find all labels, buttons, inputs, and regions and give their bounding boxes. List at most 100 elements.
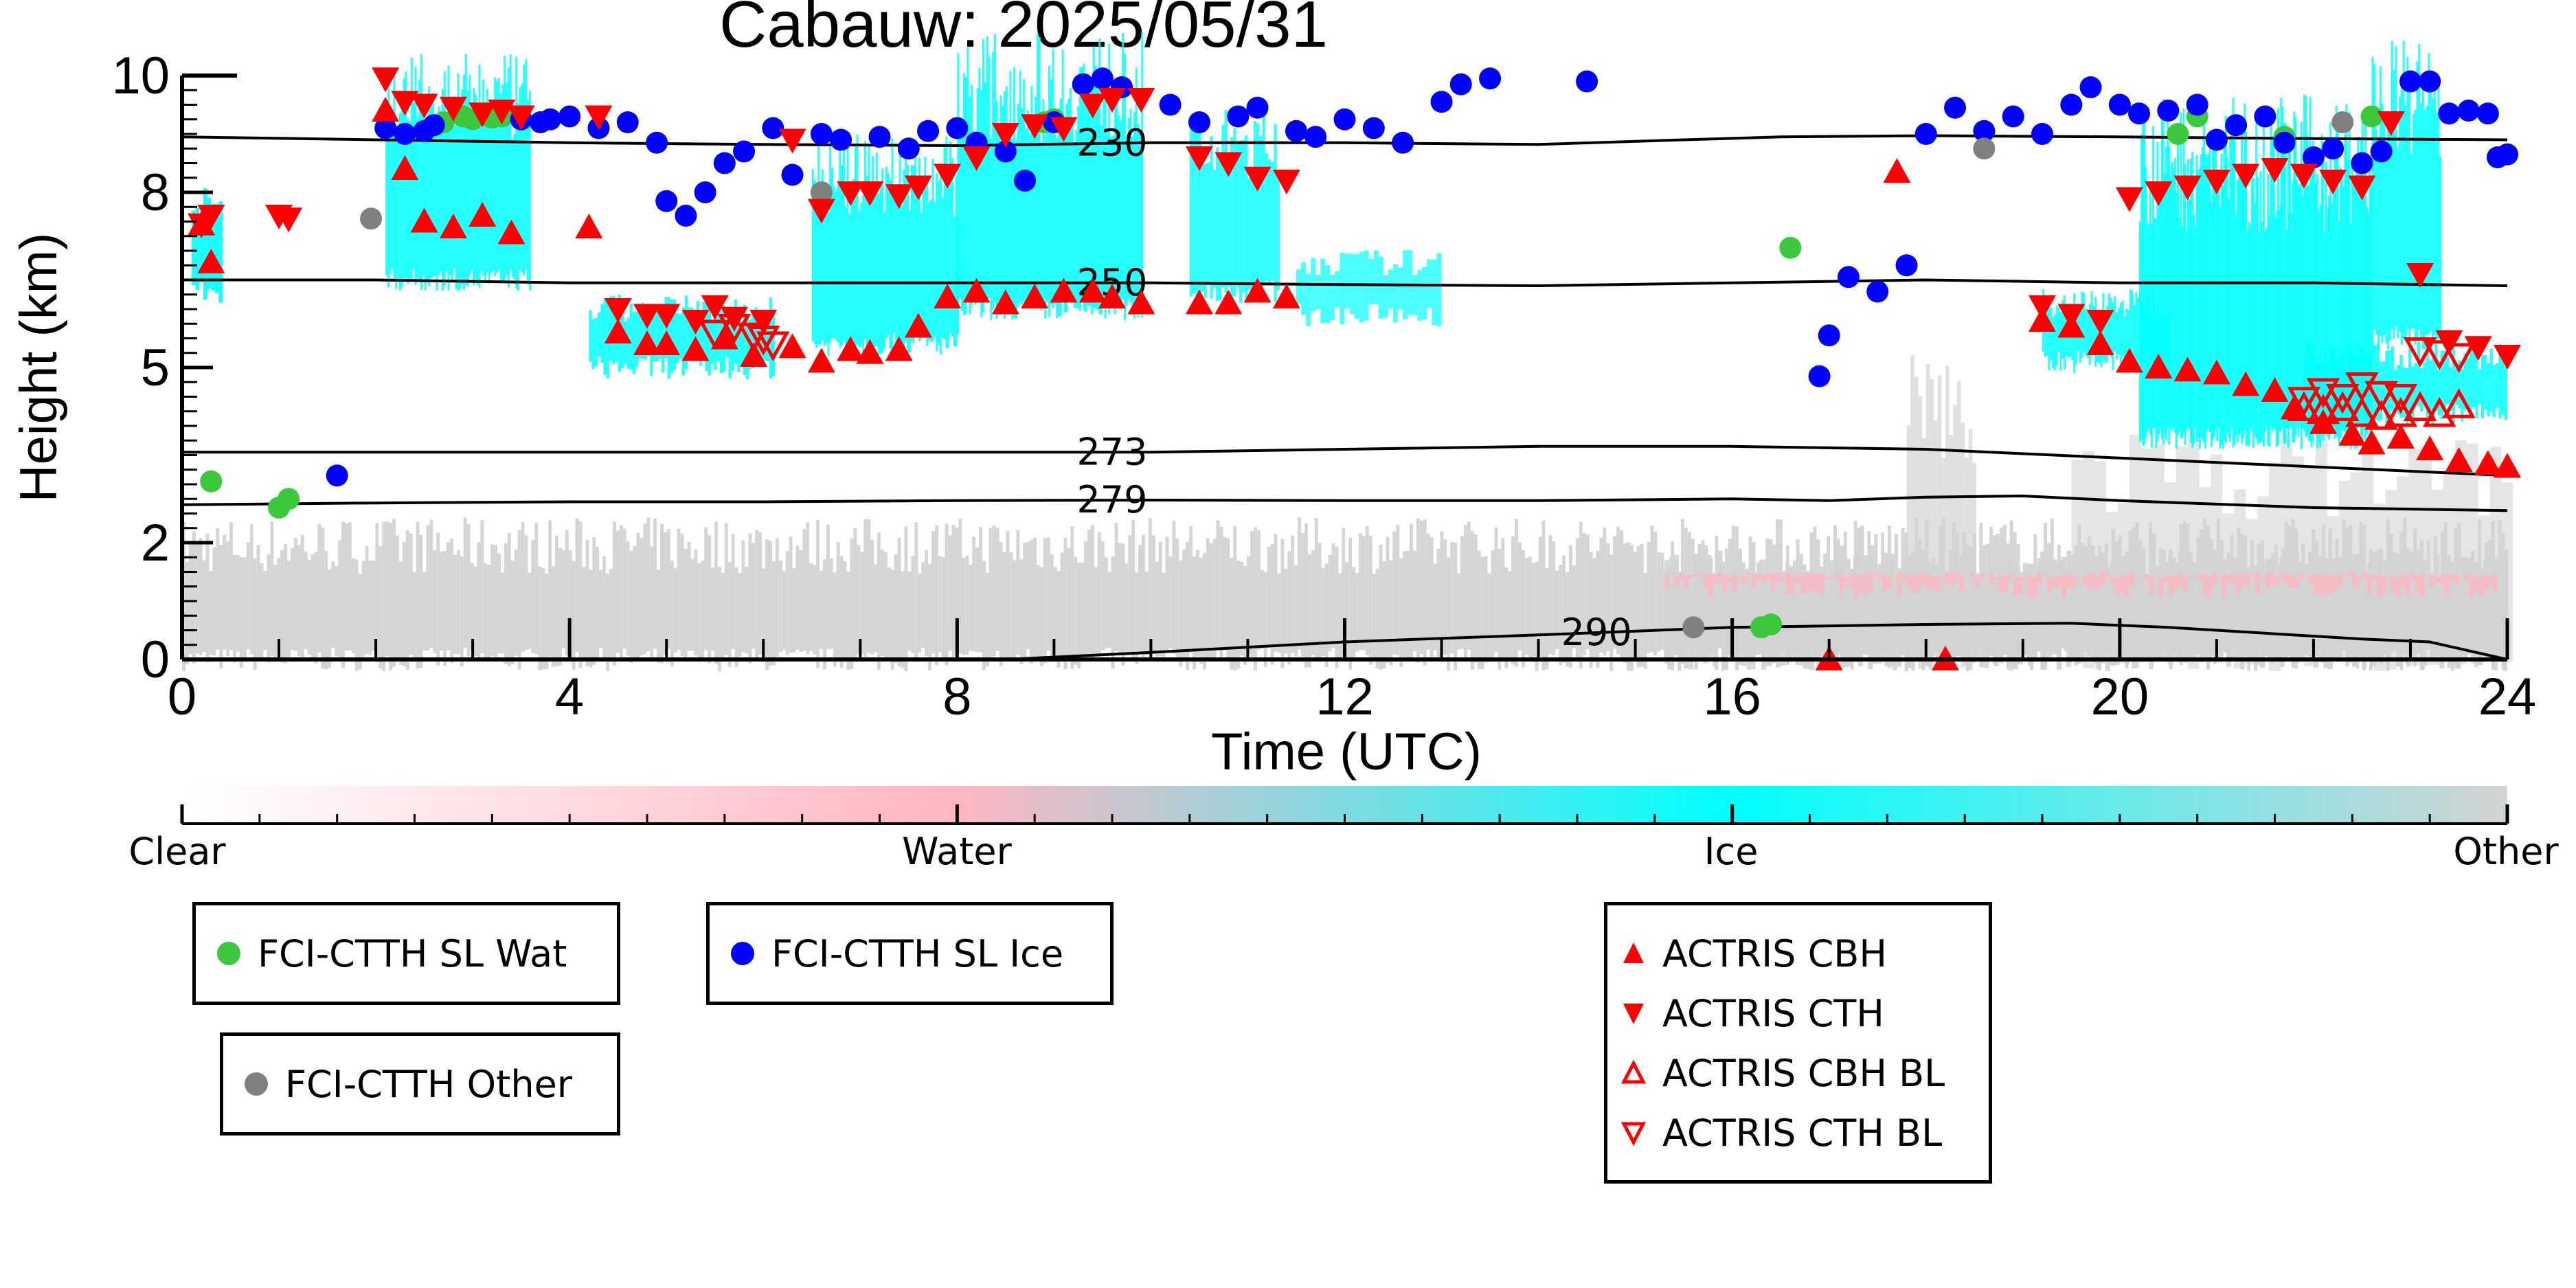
cloud-field-column [1566,572,1570,667]
data-point [497,219,526,245]
cloud-field-column [218,201,223,303]
cloud-field-column [975,547,980,653]
cloud-field-column [1501,538,1505,658]
cloud-field-column [1209,543,1213,659]
cloud-field-column [941,556,945,661]
data-point [2287,387,2321,417]
cloud-field-column [1693,556,1699,648]
cloud-field-column [820,184,822,345]
cloud-field-column [1141,32,1144,318]
cloud-field-column [1785,564,1791,662]
data-point [2419,70,2441,93]
data-point [1214,289,1243,315]
cloud-field-column [582,567,586,659]
cloud-field-column [304,551,308,650]
data-point [2406,263,2434,288]
cloud-field-column [993,34,996,303]
cloud-field-column [2313,574,2318,595]
cloud-field-column [2177,126,2180,436]
data-point [2273,131,2296,154]
cloud-field-column [2321,364,2325,418]
cloud-field-column [2335,106,2338,436]
cloud-field-column [850,538,854,669]
cloud-field-column [2139,221,2142,442]
cloud-field-column [361,561,365,657]
cloud-field-column [2487,576,2493,586]
cloud-field-column [2066,552,2072,668]
cloud-field-column [2379,66,2382,337]
cloud-field-column [748,533,752,664]
cloud-field-column [2318,356,2322,408]
cloud-field-column [1193,125,1196,294]
cloud-field-column [214,203,219,293]
cloud-field-column [2118,308,2121,355]
cloud-field-column [1165,536,1169,651]
cloud-field-column [2229,138,2232,442]
cloud-field-column [1910,355,1914,655]
cloud-field-column [907,572,912,651]
cloud-field-column [860,202,863,347]
cloud-field-column [514,550,518,656]
cloud-field-column [492,106,495,272]
data-point [897,137,920,160]
cloud-field-column [1059,98,1062,317]
cloud-field-column [2057,576,2062,587]
cloud-field-column [290,547,294,651]
data-point [2306,378,2340,409]
cloud-field-column [752,543,756,649]
cloud-field-column [1056,137,1059,319]
cloud-field-column [1271,162,1274,282]
cloud-field-column [2281,106,2284,429]
cloud-field-column [2307,341,2310,405]
cloud-field-column [2301,195,2304,429]
cloud-field-column [1189,526,1193,653]
cloud-field-column [2003,574,2009,653]
cloud-field-column [2112,302,2114,370]
cloud-field-column [1800,565,1805,666]
cloud-field-column [1599,537,1603,653]
cloud-field-column [2361,111,2364,449]
cloud-field-column [1416,519,1420,663]
cloud-field-column [741,540,745,653]
cloud-field-column [806,522,810,655]
cloud-field-column [2458,360,2461,409]
data-point [2474,450,2502,475]
x-axis-label: Time (UTC) [1211,723,1482,781]
cloud-field-column [1911,574,1917,594]
cloud-field-column [1114,81,1116,315]
data-point [653,330,681,355]
cloud-field-column [1021,108,1024,305]
cloud-field-column [1121,543,1125,666]
cloud-field-column [2142,113,2145,447]
cloud-field-column [455,98,457,289]
cloud-field-column [2501,358,2505,415]
cloud-field-column [2203,100,2206,443]
data-point [1243,166,1272,192]
cloud-field-column [1247,178,1251,290]
cloud-field-column [2391,576,2396,594]
cloud-field-column [1393,264,1399,323]
cloud-field-column [1552,541,1556,655]
cloud-field-column [1669,556,1675,649]
cloud-field-column [2319,204,2322,448]
cloud-field-column [2260,576,2266,580]
cloud-field-column [853,528,857,661]
cloud-field-column [2190,158,2193,444]
cloud-field-column [1433,563,1437,651]
cloud-field-column [965,555,969,655]
colorbar-ticks [180,804,2509,825]
cloud-field-column [484,124,487,283]
cloud-field-column [2008,560,2013,671]
cloud-field-column [612,521,616,666]
cloud-field-column [195,543,199,654]
cloud-field-column [914,522,918,662]
cloud-field-column [2125,308,2128,365]
cloud-field-column [1199,557,1203,664]
cloud-field-column [2292,456,2304,654]
cloud-field-column [2338,480,2351,657]
cloud-field-column [1007,139,1010,310]
cloud-field-column [1382,561,1386,668]
cloud-field-column [2246,519,2258,665]
cloud-field-column [2307,186,2310,440]
cloud-field-column [2420,573,2426,598]
